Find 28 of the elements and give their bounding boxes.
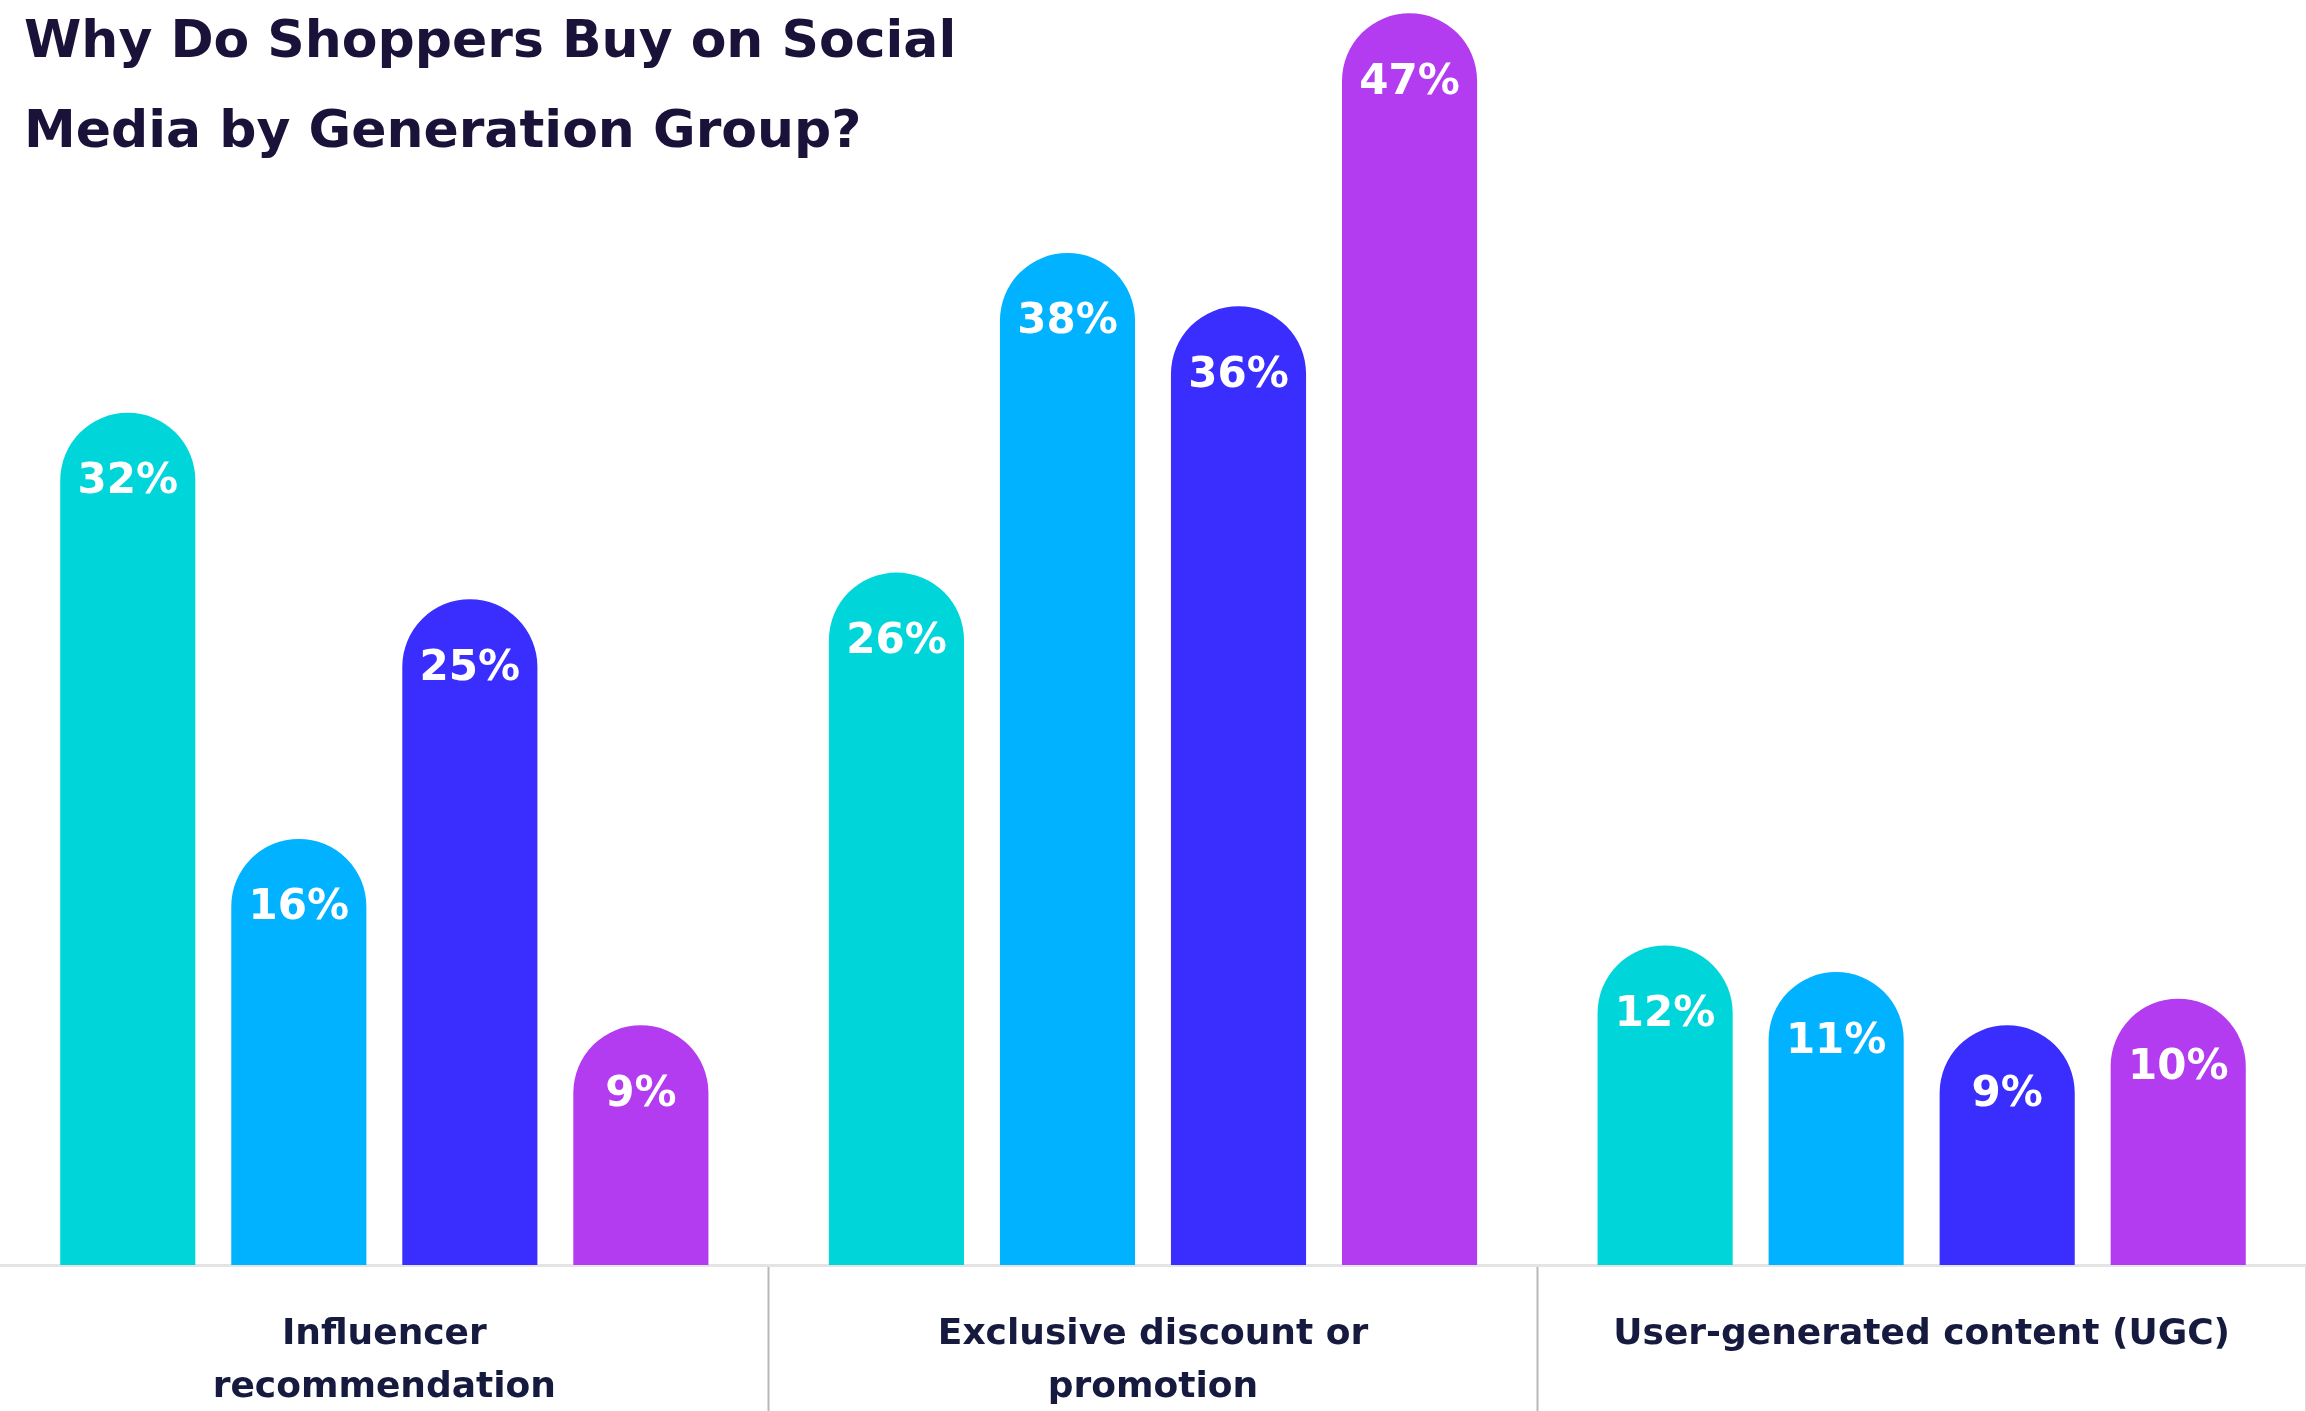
x-tick-label: Exclusive discount or promotion: [937, 1311, 1369, 1405]
bar: [573, 1025, 709, 1265]
data-label: 9%: [1971, 1066, 2043, 1116]
data-label: 47%: [1359, 54, 1460, 104]
x-tick-label: Influencer recommendation: [212, 1311, 556, 1405]
text: Why Do Shoppers Buy on Social Media by Generation Group?: [24, 8, 958, 161]
x-tick-label: User-generated content (UGC): [1613, 1311, 2231, 1353]
bar: [2110, 998, 2246, 1265]
data-label: 32%: [77, 454, 179, 504]
bar: [402, 599, 538, 1265]
bar: [1170, 306, 1307, 1265]
data-label: 36%: [1188, 347, 1289, 397]
data-label: 38%: [1017, 294, 1118, 344]
bar: [60, 412, 196, 1265]
data-label: 10%: [2127, 1040, 2229, 1090]
data-label: 16%: [248, 880, 350, 930]
bar: [1768, 972, 1904, 1265]
data-label: 25%: [419, 640, 521, 690]
data-label: 26%: [846, 614, 947, 664]
bar: [1597, 945, 1733, 1265]
bar: [828, 572, 965, 1265]
bar: [231, 838, 367, 1265]
bar: [1939, 1025, 2075, 1265]
bar: [999, 253, 1136, 1265]
data-label: 12%: [1614, 986, 1716, 1036]
data-label: 11%: [1785, 1013, 1887, 1063]
data-label: 9%: [605, 1066, 677, 1116]
bar: [1341, 13, 1478, 1265]
